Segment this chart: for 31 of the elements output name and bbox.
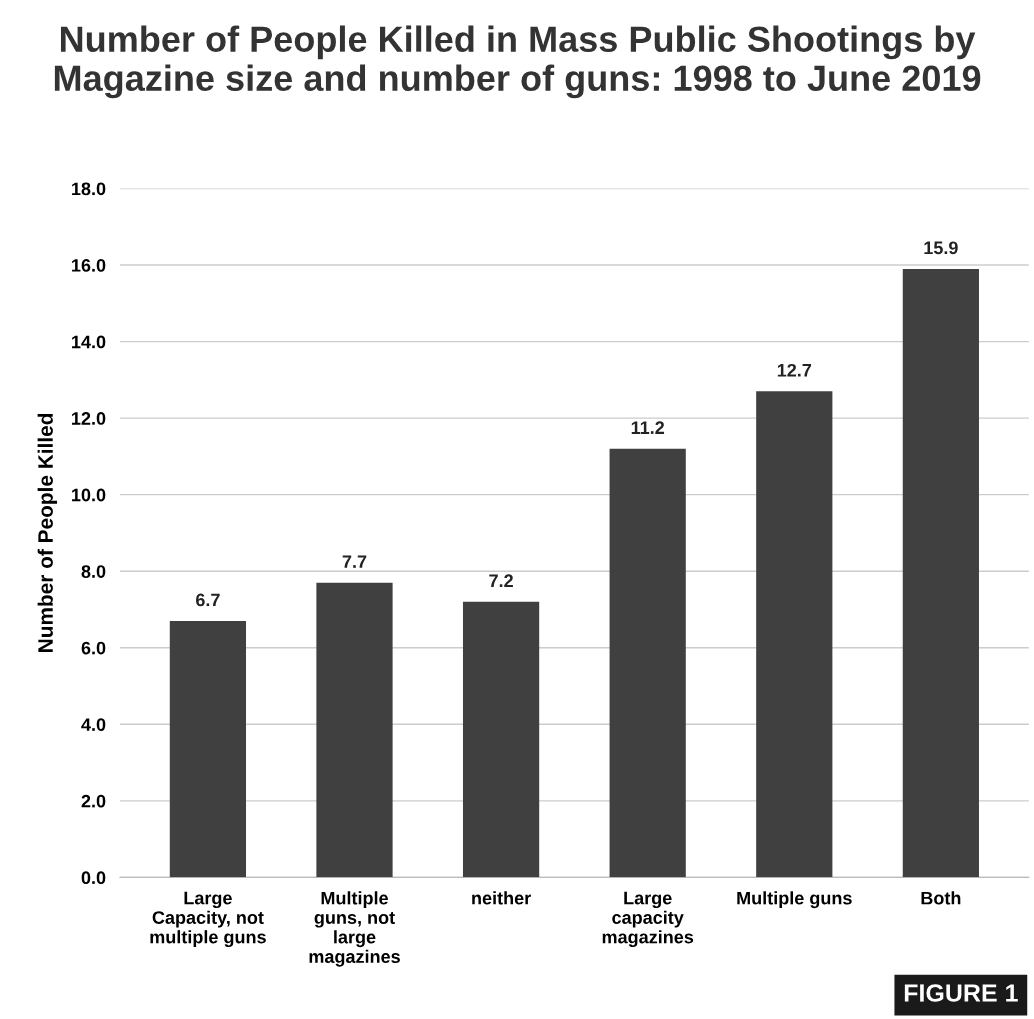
- data-label: 11.2: [631, 421, 665, 434]
- data-label: 12.7: [777, 363, 812, 377]
- caption: FIGURE 1: [904, 984, 1018, 1002]
- y-tick-label: 0.0: [81, 871, 106, 885]
- y-tick-label: 8.0: [81, 565, 106, 578]
- x-tick-label: Large Capacity, not multiple guns: [150, 891, 266, 948]
- y-tick-label: 18.0: [72, 182, 106, 196]
- x-tick-label: Large capacity magazines: [602, 891, 694, 948]
- y-tick-label: 14.0: [72, 335, 106, 349]
- y-axis-title: Number of People Killed: [37, 413, 58, 652]
- bar: [609, 448, 686, 878]
- bar: [316, 582, 393, 878]
- data-label: 7.2: [489, 574, 513, 587]
- y-tick-label: 10.0: [72, 488, 106, 502]
- bar: [756, 391, 833, 878]
- data-label: 6.7: [196, 593, 220, 607]
- y-tick-label: 6.0: [81, 641, 106, 655]
- y-tick-label: 12.0: [72, 412, 106, 425]
- y-tick-label: 4.0: [81, 718, 106, 731]
- data-label: 7.7: [342, 555, 367, 568]
- bar: [902, 268, 979, 878]
- bar: [462, 601, 540, 878]
- x-tick-label: Multiple guns, not large magazines: [309, 891, 400, 967]
- data-label: 15.9: [924, 241, 958, 255]
- x-tick-label: Multiple guns: [737, 891, 852, 909]
- y-tick-label: 16.0: [72, 258, 106, 272]
- chart-title: Number of People Killed in Mass Public Shootings by Magazine size and number of guns: 1998 to June 2019: [54, 25, 981, 99]
- x-tick-label: Both: [921, 891, 961, 905]
- x-tick-label: neither: [472, 891, 531, 905]
- bar: [169, 620, 247, 878]
- y-tick-label: 2.0: [81, 794, 106, 808]
